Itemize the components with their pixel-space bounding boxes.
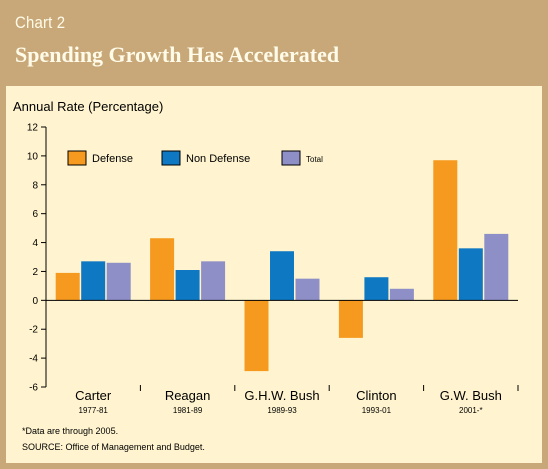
legend-label-non-defense: Non Defense — [186, 153, 250, 165]
x-category-years: 1977-81 — [79, 406, 109, 415]
x-category-years: 1981-89 — [173, 406, 203, 415]
x-category-label: G.W. Bush — [440, 388, 502, 403]
x-category-label: Reagan — [165, 388, 211, 403]
y-axis-title: Annual Rate (Percentage) — [13, 99, 163, 114]
y-axis: -6 -4 -2 0 2 4 6 8 10 12 — [27, 123, 47, 394]
legend-swatch-non-defense — [161, 150, 181, 166]
y-tick-label: 8 — [32, 180, 38, 191]
x-category-years: 2001-* — [459, 406, 483, 415]
bar-reagan-non-defense — [175, 270, 200, 301]
bar-reagan-defense — [150, 238, 175, 301]
bar-carter-total — [106, 262, 131, 301]
bar-clinton-defense — [338, 300, 363, 338]
footnote-source: SOURCE: Office of Management and Budget. — [22, 442, 205, 452]
chart-number: Chart 2 — [15, 13, 66, 32]
legend-swatch-total — [281, 150, 301, 166]
y-tick-label: -4 — [29, 354, 38, 365]
y-tick-label: -6 — [29, 383, 38, 394]
chart-header: Chart 2 Spending Growth Has Accelerated — [0, 0, 548, 82]
chart-title: Spending Growth Has Accelerated — [15, 42, 340, 67]
y-tick-label: -2 — [29, 325, 38, 336]
bar-carter-defense — [55, 272, 80, 301]
legend-label-defense: Defense — [92, 153, 133, 165]
y-tick-label: 6 — [32, 209, 38, 220]
y-tick-label: 12 — [27, 123, 39, 134]
legend-label-total: Total — [306, 155, 323, 164]
bar-clinton-non-defense — [364, 277, 389, 301]
bar-g-w-bush-non-defense — [458, 248, 483, 301]
bar-clinton-total — [389, 288, 414, 301]
bars-group — [55, 160, 509, 372]
x-category-years: 1989-93 — [267, 406, 297, 415]
y-tick-label: 10 — [27, 151, 39, 162]
bar-g-w-bush-total — [484, 233, 509, 301]
bar-g-h-w-bush-defense — [244, 300, 269, 372]
legend: Defense Non Defense Total — [67, 150, 323, 166]
y-tick-label: 4 — [32, 238, 38, 249]
x-category-label: Carter — [75, 388, 112, 403]
legend-swatch-defense — [67, 150, 87, 166]
x-category-label: Clinton — [356, 388, 396, 403]
bar-carter-non-defense — [81, 261, 106, 301]
y-tick-label: 0 — [32, 296, 38, 307]
bar-g-h-w-bush-non-defense — [270, 251, 294, 301]
x-category-years: 1993-01 — [362, 406, 392, 415]
bar-g-h-w-bush-total — [295, 278, 320, 301]
y-tick-label: 2 — [32, 267, 38, 278]
bar-g-w-bush-defense — [433, 160, 458, 301]
bar-reagan-total — [201, 261, 226, 301]
footnote-data-through: *Data are through 2005. — [22, 426, 118, 436]
x-category-label: G.H.W. Bush — [244, 388, 319, 403]
x-axis: Carter 1977-81 Reagan 1981-89 G.H.W. Bush 198… — [46, 299, 519, 415]
